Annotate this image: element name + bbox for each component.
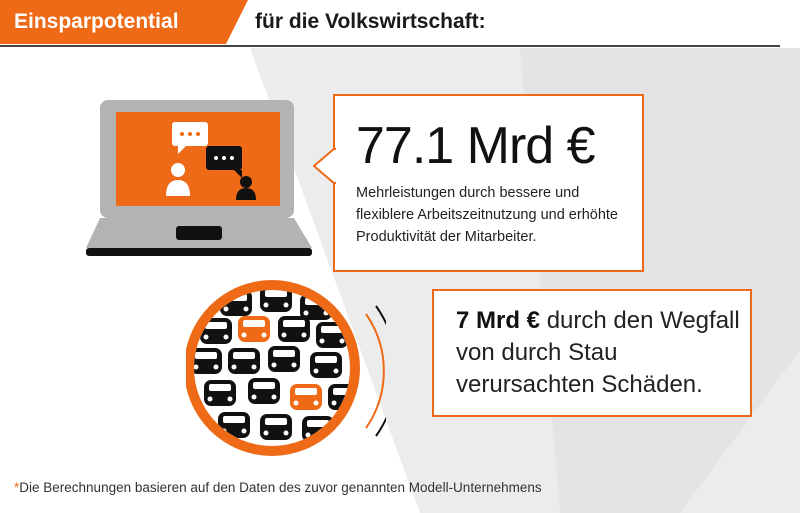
savings-traffic-description: durch den Wegfall von durch Stau verursa… (456, 307, 740, 398)
savings-work-box (333, 94, 644, 272)
box-pointer (312, 148, 336, 184)
header-tag: Einsparpotential (0, 0, 226, 44)
header-title: für die Volkswirtschaft: (255, 10, 486, 33)
footnote-marker: * (14, 480, 20, 495)
footnote-text: Die Berechnungen basieren auf den Daten … (19, 480, 542, 495)
savings-work-description: Mehrleistungen durch bessere und flexibl… (356, 185, 618, 245)
savings-traffic-box (432, 289, 752, 417)
laptop-chat-icon (86, 100, 312, 256)
savings-traffic-amount: 7 Mrd € (456, 307, 541, 334)
footnote: *Die Berechnungen basieren auf den Daten… (14, 480, 542, 495)
traffic-jam-icon (186, 280, 386, 456)
savings-traffic-text: 7 Mrd € durch den Wegfall von durch Stau… (456, 305, 746, 401)
header-tag-tail (226, 0, 248, 44)
savings-work-amount: 77.1 Mrd € (356, 117, 596, 175)
header-divider (0, 45, 780, 47)
